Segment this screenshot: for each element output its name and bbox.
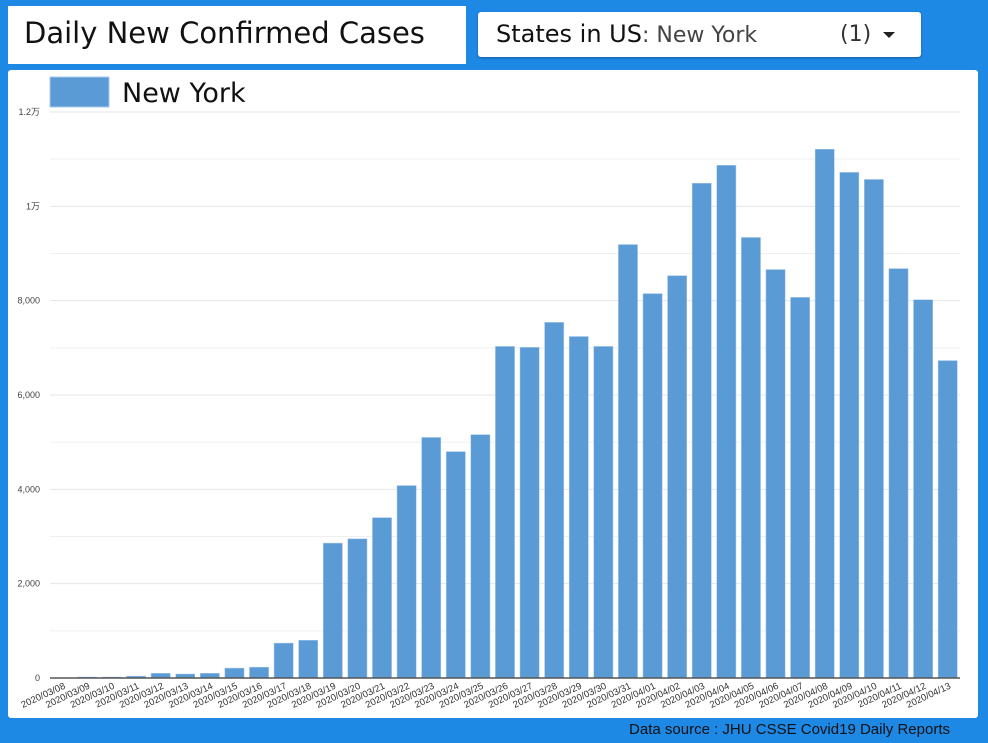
bar xyxy=(249,666,269,679)
bar xyxy=(667,275,688,679)
state-filter-text: States in US: New York xyxy=(496,20,757,48)
y-tick-label: 8,000 xyxy=(17,296,40,306)
bar xyxy=(839,172,860,679)
bar xyxy=(322,542,343,679)
bar xyxy=(790,297,810,679)
bar xyxy=(298,640,319,679)
state-filter-count: (1) xyxy=(840,22,872,47)
bar xyxy=(519,347,540,679)
bar xyxy=(224,667,245,679)
bar xyxy=(913,299,933,679)
y-tick-label: 2,000 xyxy=(17,579,40,589)
bar xyxy=(765,269,786,679)
bar xyxy=(544,322,565,679)
bar xyxy=(396,485,417,679)
bar xyxy=(470,434,491,679)
y-tick-label: 4,000 xyxy=(17,484,40,494)
bar xyxy=(864,179,884,679)
bar xyxy=(888,268,909,679)
bar xyxy=(741,237,761,679)
state-filter-label: States in US xyxy=(496,20,642,48)
y-tick-label: 0 xyxy=(35,673,40,683)
legend-label: New York xyxy=(122,78,246,109)
bar xyxy=(814,149,835,679)
bar xyxy=(445,451,466,679)
bar xyxy=(691,182,712,679)
state-filter-value: : New York xyxy=(641,23,758,48)
bar xyxy=(421,437,442,679)
bar xyxy=(716,165,737,679)
y-tick-label: 6,000 xyxy=(17,390,40,400)
bar xyxy=(372,517,392,679)
bar xyxy=(642,293,663,679)
data-source: Data source : JHU CSSE Covid19 Daily Rep… xyxy=(629,721,950,738)
bar xyxy=(618,244,638,679)
bar xyxy=(495,346,515,679)
bar xyxy=(273,642,294,679)
chart-title-box: Daily New Confirmed Cases xyxy=(8,6,466,64)
bar xyxy=(568,336,589,679)
bar xyxy=(937,360,958,679)
legend-swatch xyxy=(49,76,110,108)
y-tick-label: 1万 xyxy=(26,201,40,211)
chart-title: Daily New Confirmed Cases xyxy=(24,16,425,50)
caret-down-icon[interactable] xyxy=(883,32,895,38)
bar xyxy=(347,538,368,679)
bar xyxy=(593,346,614,679)
state-filter-dropdown[interactable]: States in US: New York (1) xyxy=(478,12,921,57)
y-tick-label: 1.2万 xyxy=(18,107,40,117)
